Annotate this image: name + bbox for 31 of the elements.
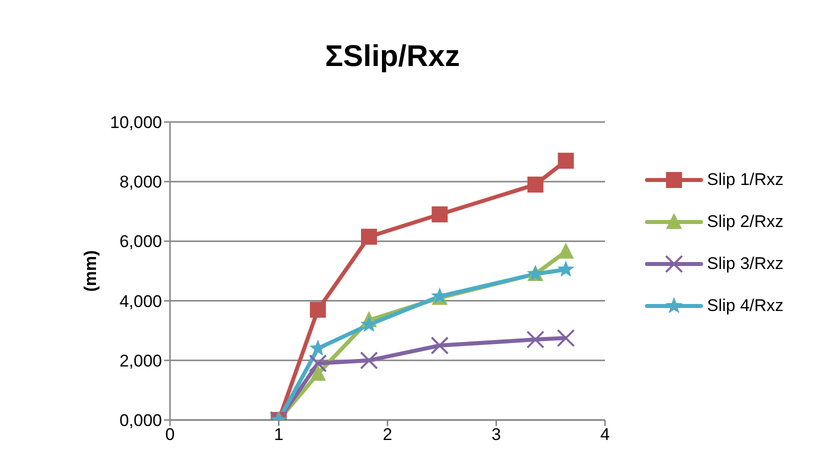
point <box>430 336 449 354</box>
legend-label: Slip 3/Rxz <box>707 254 784 274</box>
x-tick-label: 2 <box>382 425 392 444</box>
legend-label: Slip 1/Rxz <box>707 170 784 190</box>
point <box>432 206 448 222</box>
y-tick-label: 2,000 <box>119 351 162 370</box>
y-tick-label: 8,000 <box>119 172 162 192</box>
point <box>558 152 574 169</box>
point <box>310 364 326 381</box>
point <box>308 354 327 372</box>
x-tick-label: 3 <box>492 425 501 444</box>
legend-label: Slip 4/Rxz <box>707 296 784 316</box>
legend-label: Slip 2/Rxz <box>707 212 784 232</box>
point <box>556 329 575 348</box>
point <box>558 242 574 259</box>
y-tick-label: 10,000 <box>110 113 162 132</box>
x-tick-label: 1 <box>274 425 284 444</box>
y-tick-label: 4,000 <box>119 292 162 311</box>
x-tick-label: 0 <box>165 425 175 444</box>
y-tick-label: 0,000 <box>119 411 162 430</box>
y-axis-title: (mm) <box>81 250 100 292</box>
point <box>557 260 574 277</box>
point <box>361 228 378 245</box>
point <box>360 351 378 370</box>
point <box>526 330 544 349</box>
chart-title: ΣSlip/Rxz <box>324 40 461 74</box>
point <box>309 339 326 356</box>
x-tick-label: 4 <box>600 425 610 444</box>
y-tick-label: 6,000 <box>119 232 162 252</box>
point <box>310 302 326 318</box>
point <box>527 176 544 193</box>
